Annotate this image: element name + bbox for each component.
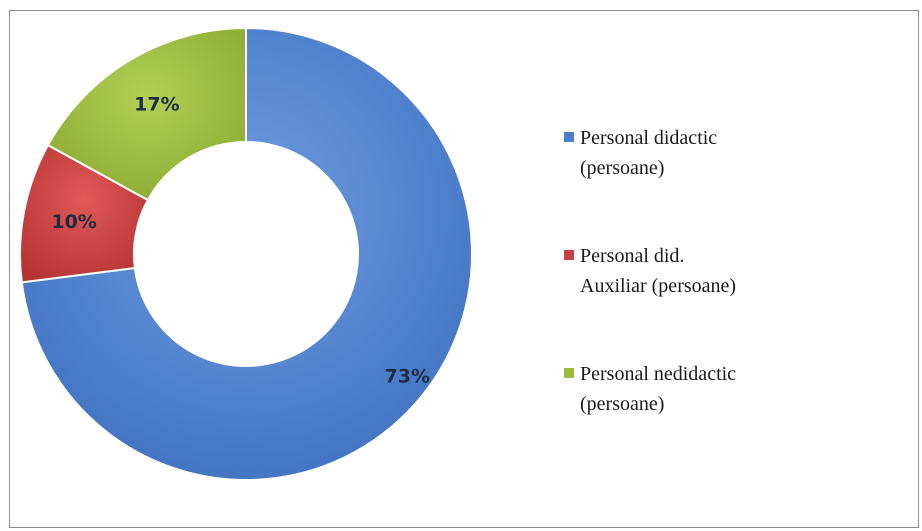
legend-personal-did-auxiliar-marker — [564, 250, 574, 260]
legend-personal-did-auxiliar: Personal did. Auxiliar (persoane) — [564, 245, 736, 297]
legend-personal-didactic-text-line: Personal didactic — [580, 127, 717, 149]
label-personal-didactic: 73% — [385, 366, 430, 388]
legend-personal-did-auxiliar-text-line: Auxiliar (persoane) — [580, 275, 736, 297]
label-personal-nedidactic: 17% — [134, 93, 179, 115]
legend-personal-nedidactic-marker — [564, 368, 574, 378]
legend-personal-didactic-marker — [564, 132, 574, 142]
legend-personal-nedidactic-text-line: (persoane) — [580, 393, 664, 415]
legend-personal-nedidactic: Personal nedidactic (persoane) — [564, 363, 736, 415]
legend-personal-didactic: Personal didactic (persoane) — [564, 127, 717, 179]
legend-personal-did-auxiliar-text-line: Personal did. — [580, 245, 684, 267]
label-personal-did-auxiliar: 10% — [51, 211, 96, 233]
legend-personal-nedidactic-text-line: Personal nedidactic — [580, 363, 736, 385]
slice-personal-didactic — [20, 26, 473, 481]
legend-personal-didactic-text-line: (persoane) — [580, 157, 664, 179]
slice-personal-nedidactic — [46, 26, 247, 202]
